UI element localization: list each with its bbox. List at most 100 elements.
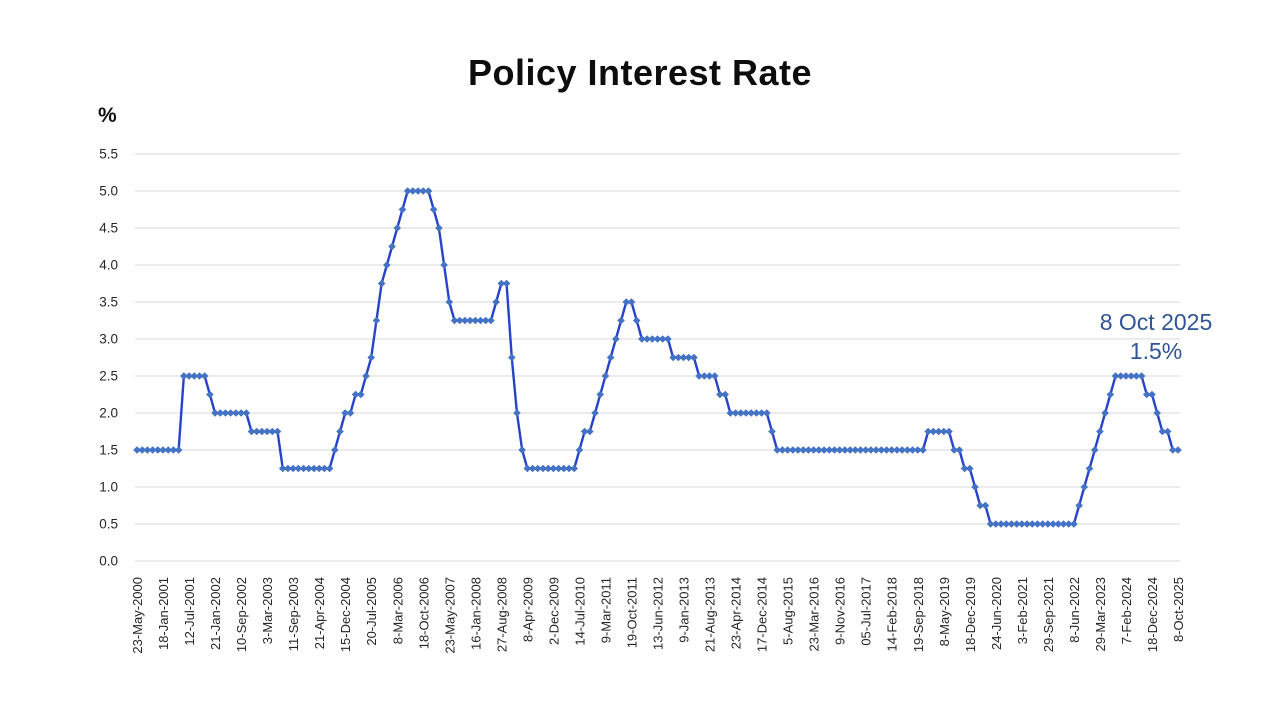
- rate-marker: [523, 464, 532, 473]
- x-tick-label: 2-Dec-2009: [546, 577, 561, 645]
- rate-marker: [513, 409, 521, 417]
- rate-marker: [1153, 409, 1161, 417]
- rate-marker: [289, 464, 297, 473]
- chart-title: Policy Interest Rate: [467, 52, 813, 93]
- rate-marker: [247, 427, 256, 436]
- rate-marker: [622, 298, 631, 306]
- rate-marker: [466, 316, 474, 325]
- rate-marker: [362, 372, 370, 380]
- x-tick-label: 29-Sep-2021: [1041, 577, 1056, 652]
- rate-marker: [258, 427, 266, 436]
- rate-marker: [992, 520, 1000, 528]
- rate-marker: [908, 446, 917, 454]
- rate-marker: [1075, 501, 1083, 510]
- rate-marker: [221, 409, 230, 417]
- rate-marker: [960, 464, 969, 473]
- rate-marker: [830, 446, 839, 454]
- rate-marker: [1168, 446, 1177, 454]
- x-tick-label: 05-Jul-2017: [859, 577, 874, 646]
- rate-marker: [445, 298, 454, 306]
- y-tick-label: 1.5: [99, 443, 118, 458]
- rate-marker: [1023, 520, 1031, 528]
- rate-marker: [653, 335, 662, 343]
- rate-marker: [232, 409, 240, 417]
- rate-marker: [435, 224, 443, 232]
- rate-marker: [887, 446, 896, 454]
- rate-marker: [409, 187, 417, 195]
- y-tick-label: 3.0: [99, 332, 118, 347]
- rate-marker: [945, 427, 953, 436]
- rate-marker: [612, 335, 620, 343]
- rate-marker: [383, 261, 391, 269]
- rate-marker: [731, 409, 740, 417]
- rate-marker: [893, 446, 901, 454]
- rate-marker: [346, 409, 355, 417]
- rate-marker: [1049, 520, 1057, 528]
- rate-marker: [841, 446, 849, 454]
- rate-marker: [533, 464, 542, 473]
- rate-marker: [1158, 427, 1167, 436]
- rate-marker: [570, 464, 579, 473]
- x-tick-label: 11-Sep-2003: [286, 577, 301, 651]
- x-tick-label: 23-Mar-2016: [807, 577, 822, 651]
- rate-marker: [1106, 390, 1115, 399]
- x-tick-label: 18-Dec-2024: [1145, 577, 1160, 652]
- y-tick-label: 3.5: [99, 295, 118, 310]
- x-tick-label: 17-Dec-2014: [755, 577, 770, 652]
- rate-marker: [919, 446, 927, 454]
- rate-marker: [398, 205, 407, 214]
- rate-marker: [804, 446, 813, 454]
- rate-marker: [835, 446, 844, 454]
- rate-marker: [185, 372, 193, 380]
- rate-marker: [955, 446, 964, 454]
- rate-marker: [294, 464, 303, 473]
- rate-marker: [133, 446, 141, 454]
- rate-marker: [414, 187, 422, 195]
- x-tick-label: 3-Mar-2003: [260, 577, 275, 644]
- rate-marker: [747, 409, 755, 417]
- y-tick-label: 0.5: [99, 517, 118, 532]
- y-tick-label: 0.0: [99, 554, 118, 569]
- rate-marker: [903, 446, 912, 454]
- rate-marker: [237, 409, 245, 417]
- rate-marker: [200, 372, 209, 380]
- rate-marker: [206, 390, 214, 399]
- rate-marker: [586, 427, 594, 436]
- rate-marker: [648, 335, 657, 343]
- rate-marker: [950, 446, 958, 454]
- rate-marker: [1122, 372, 1130, 380]
- x-tick-label: 8-Jun-2022: [1067, 577, 1082, 643]
- rate-marker: [502, 279, 511, 288]
- rate-marker: [263, 427, 271, 436]
- x-tick-label: 19-Sep-2018: [911, 577, 926, 652]
- rate-marker: [1137, 372, 1146, 380]
- x-tick-label: 23-Apr-2014: [729, 577, 744, 649]
- x-tick-label: 8-May-2019: [937, 577, 952, 646]
- y-tick-label: 5.0: [99, 184, 118, 199]
- x-tick-label: 18-Dec-2019: [963, 577, 978, 652]
- rate-marker: [768, 427, 776, 436]
- rate-marker: [403, 187, 412, 195]
- rate-marker: [815, 446, 823, 454]
- rate-marker: [1142, 390, 1151, 399]
- x-tick-label: 27-Aug-2008: [494, 577, 509, 652]
- rate-marker: [138, 446, 147, 454]
- rate-marker: [773, 446, 782, 454]
- rate-marker: [1090, 446, 1099, 454]
- rate-marker: [1070, 520, 1078, 528]
- rate-marker: [341, 409, 349, 417]
- x-tick-label: 18-Jan-2001: [156, 577, 171, 650]
- rate-marker: [154, 446, 162, 454]
- x-tick-label: 9-Mar-2011: [598, 577, 613, 643]
- rate-marker: [174, 446, 183, 454]
- rate-marker: [304, 464, 313, 473]
- rate-marker: [487, 316, 495, 325]
- rate-marker: [846, 446, 854, 454]
- rate-marker: [497, 279, 506, 288]
- x-tick-label: 18-Oct-2006: [416, 577, 431, 649]
- y-tick-label: 2.5: [99, 369, 118, 384]
- rate-marker: [315, 464, 323, 473]
- x-tick-label: 8-Apr-2009: [520, 577, 535, 642]
- rate-marker: [575, 446, 584, 454]
